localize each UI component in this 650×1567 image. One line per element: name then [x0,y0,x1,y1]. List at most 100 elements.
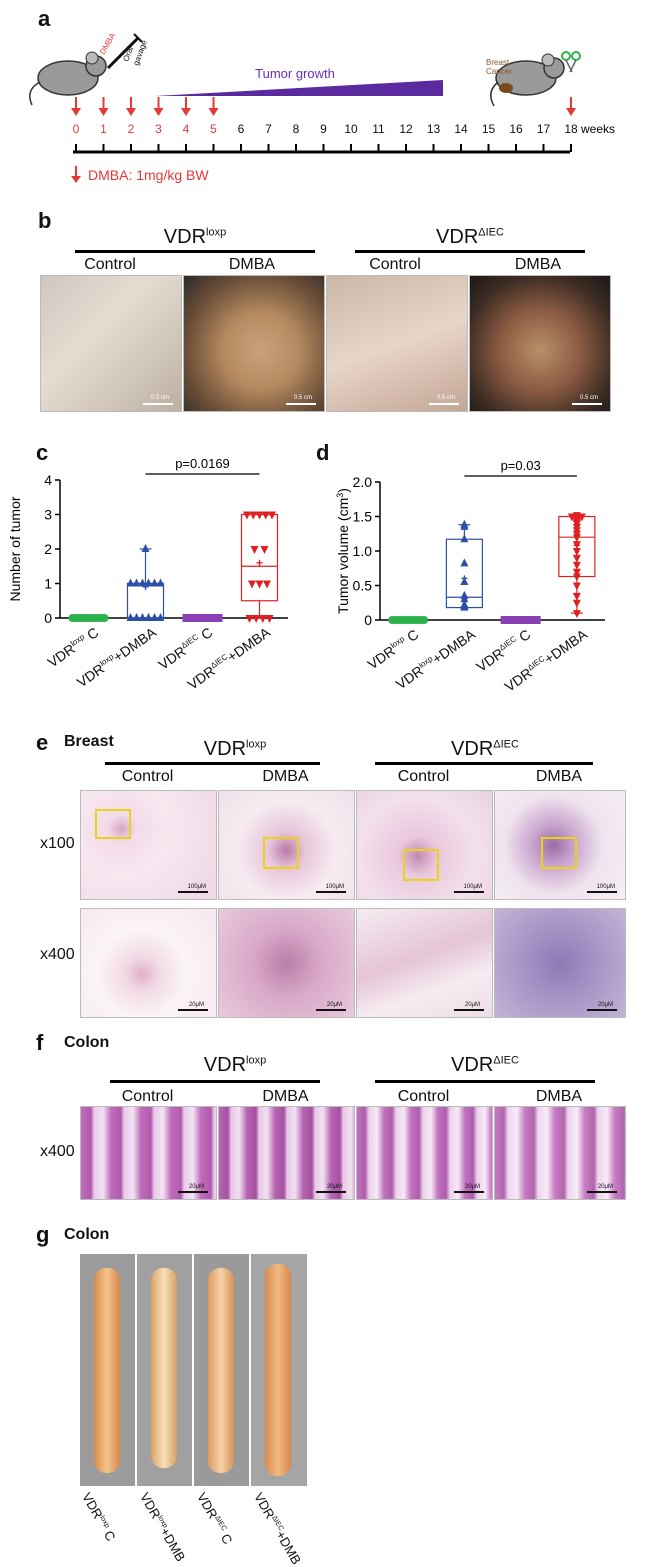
mouse-icon-left [29,51,107,106]
panel-g-letter: g [36,1222,50,1247]
week-label: 14 [454,122,468,136]
data-point [420,616,429,624]
cond-f-1: Control [121,1088,174,1105]
photo-b-loxp-dmba: 0.5 cm [183,275,325,412]
data-point [250,546,259,554]
histo-f-1: 20μM [80,1106,217,1200]
y-tick-label: 1 [44,576,52,592]
data-point [248,580,256,589]
week-label: 6 [238,122,245,136]
cond-e-3: Control [397,768,450,785]
tissue-colon-f: Colon [64,1034,110,1051]
chart-c: 0 1 2 3 4 Number of tumor + + p=0.0169 [7,456,288,626]
data-point [460,521,469,530]
histo-e-400-3: 20μM [356,908,493,1018]
data-point [255,580,264,589]
week-label: 11 [372,122,385,136]
colon-sample-label: VDRΔIEC+DMB [251,1490,305,1567]
data-point [138,613,147,621]
cond-b-4: DMBA [514,256,562,273]
histo-e-100-4: 100μM [494,790,626,900]
y-tick-label: 0.5 [353,578,373,594]
panel-a-letter: a [38,6,51,31]
group-label-f-loxp: VDRloxp [203,1054,267,1076]
dose-arrowhead [566,108,576,116]
data-point [138,578,147,587]
data-point [214,614,223,622]
data-point [460,534,469,543]
scissors-icon [561,51,581,73]
data-point [572,554,581,563]
mag-e-x100: x100 [40,835,75,852]
data-point [460,577,469,586]
histo-f-4: 20μM [494,1106,626,1200]
data-point [150,578,159,587]
dose-arrowhead [126,108,136,116]
group-bar-e-iec [375,762,593,765]
y-tick-label: 0 [44,610,52,626]
charts-cd: 0 1 2 3 4 Number of tumor + + p=0.0169 0 0.5 1.0 1.… [7,456,605,628]
mag-e-x400: x400 [40,946,75,963]
mean-marker: + [256,556,263,570]
data-point [144,613,153,621]
week-label: 13 [427,122,441,136]
data-point [156,578,165,587]
panel-f-letter: f [36,1030,44,1055]
data-point [263,580,271,589]
colon-sample-label: VDRloxp+DMB [137,1490,189,1564]
y-tick-label: 2.0 [353,474,373,490]
week-label: 2 [128,122,135,136]
data-point [141,544,150,552]
colon-photo-panel [80,1254,307,1486]
breast-cancer-label-1: Breast [486,58,510,67]
tissue-colon-g: Colon [64,1226,110,1243]
p-value-label: p=0.0169 [175,456,230,471]
data-point [572,541,581,550]
tumor-growth-label: Tumor growth [255,66,335,81]
data-point [156,613,165,621]
data-point [249,511,258,520]
data-point [258,615,267,623]
cond-b-2: DMBA [228,256,276,273]
y-tick-label: 1.5 [353,509,373,525]
dose-arrows [71,97,576,116]
data-point [268,511,276,520]
y-tick-label: 2 [44,541,52,557]
group-bar-f-iec [375,1080,595,1083]
histo-e-100-1: 100μM [80,790,217,900]
data-point [132,613,141,621]
week-label: 12 [399,122,413,136]
cond-e-1: Control [121,768,174,785]
data-point [460,558,469,567]
cond-f-2: DMBA [262,1088,309,1105]
y-tick-label: 0 [364,612,372,628]
data-point [100,614,109,622]
week-label: 1 [100,122,107,136]
week-label: 3 [155,122,162,136]
group-bar-e-loxp [105,762,320,765]
timeline-figure: DMBA Oral gavage Tumor growth Breast Can… [29,31,615,183]
panel-b-letter: b [38,208,52,233]
data-point [126,613,135,621]
dose-arrowhead [208,108,219,116]
week-label: 4 [183,122,190,136]
data-point [572,582,581,591]
dose-arrowhead [181,108,191,116]
photo-b-loxp-control: 0.5 cm [40,275,182,412]
data-point [572,548,581,556]
data-point [572,561,581,570]
dose-legend: DMBA: 1mg/kg BW [88,167,209,183]
cond-f-3: Control [397,1088,450,1105]
colon-sample-label: VDRloxp C [79,1490,119,1544]
y-axis-label: Number of tumor [7,496,23,601]
week-label: 16 [509,122,523,136]
data-point [255,511,264,520]
y-tick-label: 4 [44,472,52,488]
data-point [572,599,581,608]
mean-marker: + [142,580,149,594]
week-label: 18 [564,122,578,136]
p-value-label: p=0.03 [501,458,541,473]
data-point [245,615,254,623]
y-tick-label: 3 [44,507,52,523]
